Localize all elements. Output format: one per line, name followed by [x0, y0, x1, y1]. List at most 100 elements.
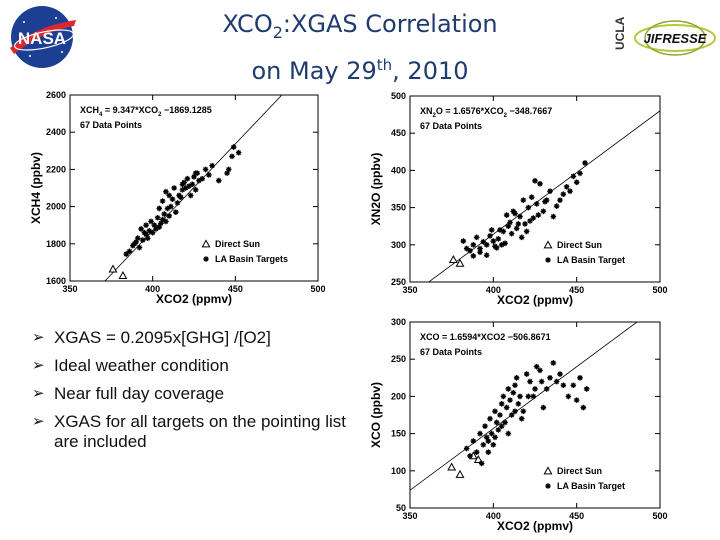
data-count-label: 67 Data Points	[420, 347, 482, 357]
data-point	[186, 183, 192, 189]
data-point	[497, 227, 503, 233]
x-tick-label: 450	[569, 285, 584, 295]
legend-entry: Direct Sun	[557, 240, 602, 250]
y-tick-label: 200	[391, 391, 406, 401]
data-point	[483, 242, 490, 248]
data-point	[209, 162, 215, 169]
data-point	[187, 192, 194, 199]
legend-entry: LA Basin Target	[557, 255, 625, 265]
data-point	[480, 441, 487, 448]
data-point	[230, 144, 237, 150]
xch4-scatter-plot: 350 400 450 500 1600 1800 2000 2200 2400 2600 XCO2…	[29, 90, 326, 306]
plot-frame	[409, 95, 661, 283]
data-point	[530, 393, 537, 400]
series-direct-sun	[108, 264, 128, 279]
x-axis-label: XCO2 (ppmv)	[497, 519, 573, 533]
bullet-item: ➢ XGAS for all targets on the pointing li…	[32, 412, 346, 451]
data-point	[492, 434, 498, 441]
x-axis-label: XCO2 (ppmv)	[497, 293, 573, 307]
y-tick-label: 300	[391, 240, 406, 250]
y-tick-label: 100	[391, 466, 406, 476]
data-point	[493, 419, 500, 426]
data-point	[508, 230, 515, 237]
data-point	[181, 179, 187, 186]
data-point	[540, 208, 547, 215]
data-point	[467, 453, 473, 459]
data-point	[477, 249, 483, 256]
data-point	[560, 382, 567, 389]
data-point	[235, 149, 242, 156]
data-point	[487, 233, 493, 239]
xco-scatter-plot: 350 400 450 500 50 100 150 200 250 300 XCO2 (ppmv)…	[369, 317, 668, 533]
data-point	[473, 455, 483, 464]
data-point	[535, 212, 542, 218]
data-point	[550, 360, 557, 366]
data-point	[478, 460, 485, 467]
data-point	[166, 213, 172, 219]
data-point	[179, 187, 186, 193]
data-point	[490, 238, 497, 244]
data-point	[498, 242, 505, 248]
legend-triangle-icon	[201, 239, 211, 248]
data-point	[159, 216, 166, 223]
y-tick-label: 150	[391, 429, 406, 439]
x-tick-label: 350	[402, 511, 417, 521]
data-point	[144, 235, 151, 242]
data-point	[131, 241, 138, 247]
data-point	[463, 445, 470, 452]
data-point	[547, 375, 553, 381]
data-point	[520, 197, 527, 203]
bullet-item: ➢ XGAS = 0.2095x[GHG] /[O2]	[32, 328, 271, 347]
data-point	[463, 245, 470, 252]
data-point	[583, 386, 590, 392]
series-targets	[463, 360, 590, 467]
legend-triangle-icon	[543, 466, 553, 475]
series-targets	[460, 160, 588, 259]
y-tick-label: 400	[391, 165, 406, 175]
fit-equation: XCO = 1.6594*XCO2 −506.8671	[420, 332, 551, 342]
data-count-label: 67 Data Points	[420, 121, 482, 131]
y-tick-label: 1600	[46, 276, 66, 286]
data-point	[527, 218, 533, 224]
x-axis-label: XCO2 (ppmv)	[156, 292, 232, 306]
data-point	[517, 393, 523, 400]
data-point	[206, 172, 212, 178]
data-point	[563, 183, 570, 190]
data-point	[495, 236, 502, 242]
data-point	[485, 438, 492, 444]
data-point	[510, 389, 517, 396]
data-point	[477, 430, 483, 437]
data-point	[512, 382, 518, 389]
y-tick-label: 350	[391, 203, 406, 213]
data-point	[553, 378, 560, 385]
fit-line	[104, 95, 283, 281]
data-point	[156, 205, 163, 212]
data-point	[136, 244, 143, 251]
data-point	[557, 197, 563, 203]
data-point	[523, 371, 530, 377]
nasa-logo: NASA	[10, 6, 76, 68]
data-point	[149, 229, 156, 236]
data-point	[523, 228, 530, 235]
data-point	[139, 237, 146, 243]
data-point	[517, 213, 523, 220]
bullet-item: ➢ Near full day coverage	[32, 384, 225, 403]
data-point	[199, 175, 206, 182]
arrow-bullet-icon: ➢	[32, 357, 45, 374]
data-point	[542, 198, 548, 205]
data-point	[447, 462, 457, 471]
data-point	[480, 239, 487, 245]
legend-entry: Direct Sun	[215, 239, 260, 249]
arrow-bullet-icon: ➢	[32, 385, 45, 402]
data-point	[148, 218, 154, 225]
data-point	[169, 196, 176, 202]
data-point	[158, 220, 164, 227]
data-point	[507, 397, 513, 403]
data-point	[573, 179, 580, 186]
data-point	[570, 173, 577, 180]
data-point	[161, 211, 168, 217]
y-axis-label: XCO (ppbv)	[369, 382, 383, 448]
data-point	[134, 235, 141, 242]
data-point	[537, 367, 543, 374]
data-point	[500, 228, 507, 235]
